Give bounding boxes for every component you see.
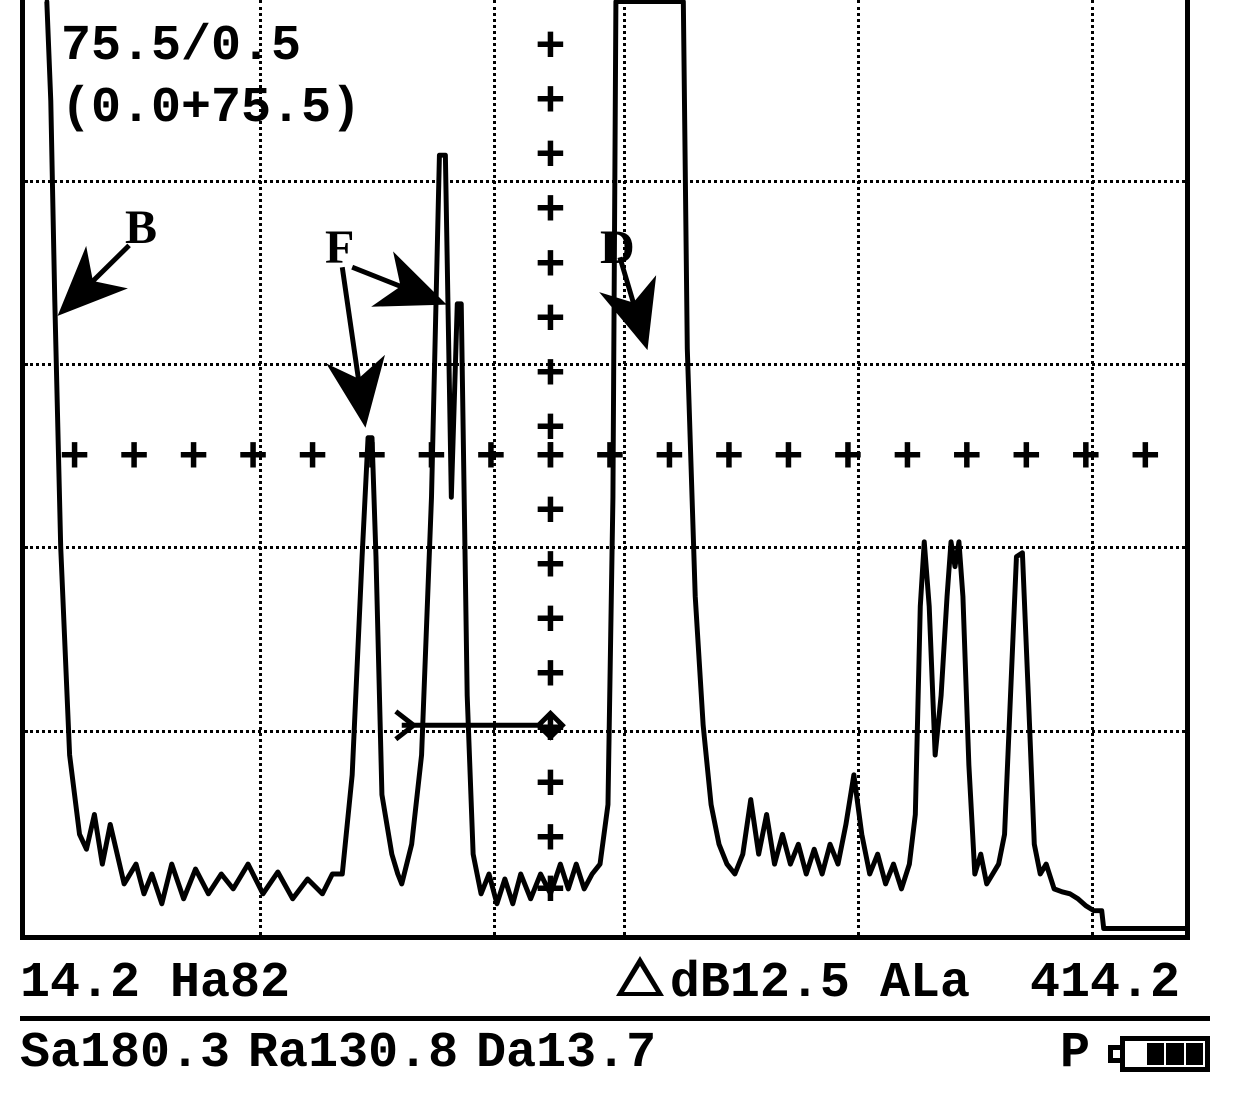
status-ala-label: ALa (880, 955, 970, 1012)
svg-text:+: + (536, 289, 565, 344)
svg-text:+: + (893, 427, 922, 482)
svg-text:+: + (120, 427, 149, 482)
svg-text:+: + (655, 427, 684, 482)
annotation-D: D (600, 220, 635, 275)
grid-h-3 (25, 546, 1185, 549)
status-da-val: 13.7 (536, 1025, 656, 1082)
svg-text:+: + (239, 427, 268, 482)
status-db: dB12.5 (610, 955, 850, 1012)
status-ra: Ra130.8 (248, 1025, 458, 1082)
svg-text:+: + (536, 590, 565, 645)
annotation-arrows (25, 0, 1185, 935)
status-ala-val: 414.2 (1030, 955, 1180, 1012)
svg-text:+: + (536, 645, 565, 700)
status-ha-label: Ha (170, 955, 230, 1012)
grid-h-4 (25, 730, 1185, 733)
svg-text:+: + (298, 427, 327, 482)
svg-text:+: + (1072, 427, 1101, 482)
grid-v-1 (259, 0, 262, 935)
svg-text:+: + (536, 427, 565, 482)
grid-v-2 (493, 0, 496, 935)
svg-text:+: + (1012, 427, 1041, 482)
svg-text:+: + (536, 427, 565, 482)
grid-v-3 (623, 0, 626, 935)
plus-markers: ++++++++++++++++++++++++++++++++++++ (25, 0, 1185, 935)
svg-text:+: + (536, 125, 565, 180)
status-da: Da13.7 (476, 1025, 656, 1082)
status-ra-label: Ra (248, 1025, 308, 1082)
grid-v-5 (1091, 0, 1094, 935)
svg-text:+: + (536, 808, 565, 863)
svg-text:+: + (358, 427, 387, 482)
status-mode: P (1060, 1025, 1090, 1082)
status-bar-1: 14.2 Ha82 dB12.5 ALa 414.2 (20, 955, 1210, 1021)
status-db-val: 12.5 (730, 955, 850, 1012)
svg-text:+: + (596, 427, 625, 482)
ascan-waveform (25, 0, 1185, 935)
svg-text:+: + (715, 427, 744, 482)
svg-text:+: + (536, 16, 565, 71)
status-sa-label: Sa (20, 1025, 80, 1082)
status-bar-2: Sa180.3 Ra130.8 Da13.7 P (20, 1025, 1210, 1082)
delta-icon (616, 956, 664, 996)
svg-text:+: + (536, 860, 565, 915)
grid-v-4 (857, 0, 860, 935)
status-ra-val: 130.8 (308, 1025, 458, 1082)
status-ala: ALa 414.2 (880, 955, 1180, 1012)
svg-text:+: + (953, 427, 982, 482)
grid-h-2 (25, 363, 1185, 366)
grid-h-1 (25, 180, 1185, 183)
status-da-label: Da (476, 1025, 536, 1082)
status-sa-val: 180.3 (80, 1025, 230, 1082)
svg-text:+: + (536, 754, 565, 809)
svg-text:+: + (536, 343, 565, 398)
annotation-F: F (325, 220, 354, 275)
svg-text:+: + (1131, 427, 1160, 482)
ascan-chart: ++++++++++++++++++++++++++++++++++++ 75. (20, 0, 1190, 940)
svg-text:+: + (536, 71, 565, 126)
svg-text:+: + (60, 427, 89, 482)
status-val1: 14.2 (20, 955, 140, 1012)
svg-text:+: + (536, 180, 565, 235)
svg-text:+: + (536, 234, 565, 289)
svg-text:+: + (417, 427, 446, 482)
status-ha-val: 82 (230, 955, 290, 1012)
svg-text:+: + (179, 427, 208, 482)
annotation-B: B (125, 200, 157, 255)
svg-text:+: + (536, 699, 565, 754)
status-sa: Sa180.3 (20, 1025, 230, 1082)
overlay-line1: 75.5/0.5 (61, 18, 301, 75)
status-db-label: dB (670, 955, 730, 1012)
instrument-screen: ++++++++++++++++++++++++++++++++++++ 75. (0, 0, 1239, 1095)
svg-text:+: + (774, 427, 803, 482)
overlay-line2: (0.0+75.5) (61, 80, 361, 137)
svg-text:+: + (536, 481, 565, 536)
svg-text:+: + (477, 427, 506, 482)
svg-text:+: + (536, 398, 565, 453)
svg-text:+: + (536, 536, 565, 591)
status-ha: Ha82 (170, 955, 290, 1012)
battery-icon (1108, 1036, 1210, 1072)
